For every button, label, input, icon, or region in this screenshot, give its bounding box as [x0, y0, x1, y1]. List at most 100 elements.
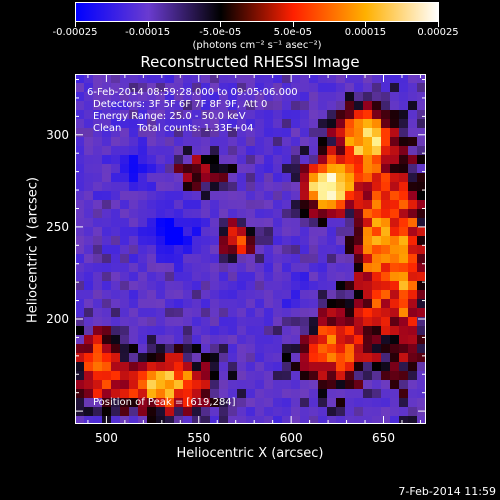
heatmap-cell	[237, 83, 247, 93]
heatmap-cell	[408, 353, 418, 363]
heatmap-cell	[291, 83, 301, 93]
heatmap-cell	[417, 191, 426, 201]
heatmap-cell	[300, 272, 310, 282]
heatmap-cell	[381, 371, 391, 381]
heatmap-cell	[390, 236, 400, 246]
heatmap-cell	[327, 335, 337, 345]
heatmap-cell	[147, 362, 157, 372]
heatmap-cell	[318, 281, 328, 291]
heatmap-cell	[219, 308, 229, 318]
heatmap-cell	[201, 407, 211, 417]
heatmap-cell	[228, 335, 238, 345]
heatmap-cell	[129, 353, 139, 363]
heatmap-cell	[327, 191, 337, 201]
heatmap-cell	[138, 326, 148, 336]
heatmap-cell	[129, 191, 139, 201]
heatmap-cell	[273, 74, 283, 84]
heatmap-cell	[120, 182, 130, 192]
heatmap-cell	[156, 272, 166, 282]
heatmap-cell	[156, 227, 166, 237]
heatmap-cell	[390, 380, 400, 390]
heatmap-cell	[300, 155, 310, 165]
heatmap-cell	[363, 146, 373, 156]
heatmap-cell	[219, 416, 229, 424]
heatmap-cell	[120, 191, 130, 201]
heatmap-cell	[111, 74, 121, 84]
heatmap-cell	[255, 335, 265, 345]
heatmap-cell	[282, 164, 292, 174]
heatmap-cell	[183, 380, 193, 390]
heatmap-cell	[417, 128, 426, 138]
heatmap-cell	[147, 191, 157, 201]
heatmap-cell	[147, 344, 157, 354]
heatmap-cell	[381, 263, 391, 273]
heatmap-cell	[417, 164, 426, 174]
heatmap-cell	[93, 191, 103, 201]
heatmap-cell	[192, 200, 202, 210]
heatmap-cell	[291, 101, 301, 111]
heatmap-cell	[273, 245, 283, 255]
heatmap-cell	[102, 389, 112, 399]
heatmap-cell	[120, 263, 130, 273]
heatmap-cell	[138, 308, 148, 318]
heatmap-cell	[372, 155, 382, 165]
heatmap-cell	[282, 236, 292, 246]
heatmap-cell	[201, 236, 211, 246]
heatmap-cell	[102, 236, 112, 246]
heatmap-cell	[102, 92, 112, 102]
heatmap-cell	[318, 218, 328, 228]
heatmap-cell	[408, 344, 418, 354]
heatmap-cell	[345, 317, 355, 327]
heatmap-cell	[354, 173, 364, 183]
heatmap-cell	[111, 200, 121, 210]
heatmap-cell	[102, 263, 112, 273]
heatmap-cell	[210, 110, 220, 120]
heatmap-cell	[381, 218, 391, 228]
heatmap-cell	[201, 191, 211, 201]
heatmap-cell	[156, 83, 166, 93]
heatmap-cell	[255, 182, 265, 192]
heatmap-cell	[273, 110, 283, 120]
heatmap-cell	[210, 308, 220, 318]
heatmap-cell	[363, 101, 373, 111]
heatmap-cell	[201, 173, 211, 183]
heatmap-cell	[363, 182, 373, 192]
heatmap-cell	[363, 389, 373, 399]
x-tick-label: 550	[187, 431, 210, 445]
heatmap-cell	[336, 110, 346, 120]
heatmap-cell	[111, 254, 121, 264]
heatmap-cell	[354, 416, 364, 424]
heatmap-cell	[354, 299, 364, 309]
heatmap-cell	[138, 164, 148, 174]
heatmap-cell	[345, 299, 355, 309]
heatmap-cell	[228, 254, 238, 264]
heatmap-cell	[102, 317, 112, 327]
heatmap-cell	[201, 182, 211, 192]
heatmap-cell	[165, 200, 175, 210]
heatmap-cell	[309, 245, 319, 255]
heatmap-cell	[408, 110, 418, 120]
heatmap-cell	[300, 110, 310, 120]
heatmap-cell	[354, 137, 364, 147]
heatmap-cell	[300, 335, 310, 345]
heatmap-cell	[363, 371, 373, 381]
x-tick-label: 600	[280, 431, 303, 445]
heatmap-cell	[327, 182, 337, 192]
heatmap-cell	[300, 281, 310, 291]
heatmap-cell	[264, 407, 274, 417]
heatmap-cell	[417, 227, 426, 237]
heatmap-cell	[390, 164, 400, 174]
heatmap-cell	[327, 83, 337, 93]
heatmap-cell	[138, 371, 148, 381]
heatmap-cell	[219, 254, 229, 264]
heatmap-cell	[408, 281, 418, 291]
heatmap-cell	[264, 272, 274, 282]
heatmap-cell	[309, 371, 319, 381]
heatmap-cell	[372, 236, 382, 246]
heatmap-cell	[246, 344, 256, 354]
heatmap-cell	[156, 128, 166, 138]
heatmap-cell	[129, 380, 139, 390]
heatmap-cell	[417, 308, 426, 318]
heatmap-cell	[75, 317, 85, 327]
heatmap-cell	[138, 101, 148, 111]
